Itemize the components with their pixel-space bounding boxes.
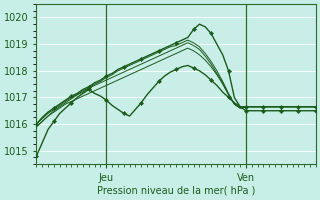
X-axis label: Pression niveau de la mer( hPa ): Pression niveau de la mer( hPa ) bbox=[97, 186, 255, 196]
